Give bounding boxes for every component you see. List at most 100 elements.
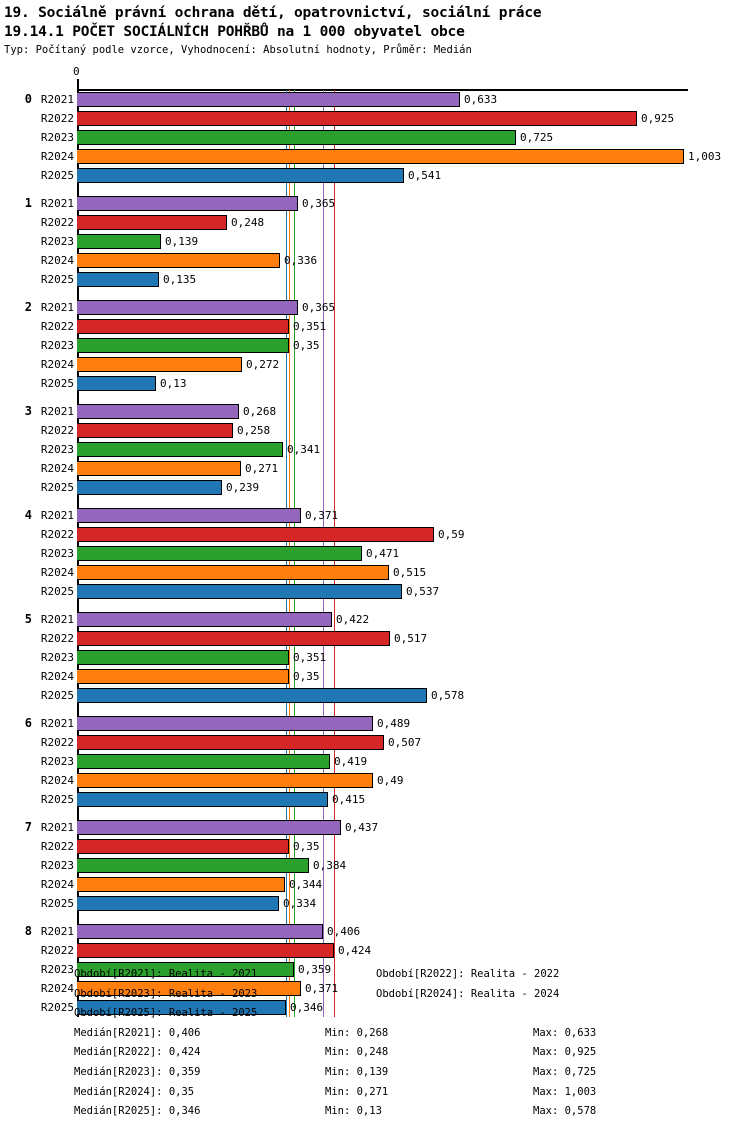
bar-row[interactable]: R2021 0,422 (0, 610, 750, 629)
bar-row[interactable]: R2022 0,517 (0, 629, 750, 648)
bar-row[interactable]: R2023 0,139 (0, 232, 750, 251)
bar-row[interactable]: R2022 0,35 (0, 837, 750, 856)
bar-row[interactable]: R2021 0,406 (0, 922, 750, 941)
bar-r2024[interactable] (77, 149, 684, 164)
stat-median: Medián[R2022]: 0,424 (74, 1046, 201, 1059)
bar-r2023[interactable] (77, 962, 294, 977)
bar-row[interactable]: R2024 0,371 (0, 979, 750, 998)
bar-row[interactable]: R2023 0,471 (0, 544, 750, 563)
bar-value-label: 0,633 (464, 93, 498, 106)
bar-r2025[interactable] (77, 792, 328, 807)
bar-r2022[interactable] (77, 423, 233, 438)
bar-row[interactable]: R2024 0,271 (0, 459, 750, 478)
bar-row[interactable]: R2024 0,336 (0, 251, 750, 270)
bar-r2022[interactable] (77, 631, 390, 646)
row-label-r2024: R2024 (40, 670, 74, 683)
bar-row[interactable]: R2024 0,272 (0, 355, 750, 374)
bar-r2021[interactable] (77, 92, 460, 107)
bar-row[interactable]: R2025 0,334 (0, 894, 750, 913)
bar-r2022[interactable] (77, 839, 289, 854)
bar-value-label: 0,341 (287, 443, 321, 456)
bar-row[interactable]: R2021 0,437 (0, 818, 750, 837)
bar-r2024[interactable] (77, 877, 285, 892)
bar-r2023[interactable] (77, 234, 161, 249)
bar-r2024[interactable] (77, 253, 280, 268)
bar-row[interactable]: R2021 0,365 (0, 194, 750, 213)
bar-r2023[interactable] (77, 338, 289, 353)
bar-r2021[interactable] (77, 820, 341, 835)
bar-row[interactable]: R2025 0,346 (0, 998, 750, 1017)
bar-row[interactable]: R2021 0,371 (0, 506, 750, 525)
bar-r2025[interactable] (77, 168, 404, 183)
chart-meta-line: Typ: Počítaný podle vzorce, Vyhodnocení:… (4, 44, 472, 56)
bar-r2022[interactable] (77, 735, 384, 750)
row-label-r2025: R2025 (40, 273, 74, 286)
bar-r2024[interactable] (77, 773, 373, 788)
bar-r2022[interactable] (77, 215, 227, 230)
bar-row[interactable]: R2024 0,515 (0, 563, 750, 582)
bar-row[interactable]: R2023 0,419 (0, 752, 750, 771)
bar-value-label: 0,422 (336, 613, 370, 626)
bar-row[interactable]: R2023 0,35 (0, 336, 750, 355)
bar-r2023[interactable] (77, 442, 283, 457)
bar-r2023[interactable] (77, 858, 309, 873)
bar-r2024[interactable] (77, 461, 241, 476)
bar-row[interactable]: R2023 0,725 (0, 128, 750, 147)
bar-r2025[interactable] (77, 272, 159, 287)
bar-row[interactable]: R2021 0,268 (0, 402, 750, 421)
bar-row[interactable]: R2021 0,489 (0, 714, 750, 733)
bar-r2021[interactable] (77, 300, 298, 315)
bar-r2024[interactable] (77, 669, 289, 684)
bar-value-label: 0,537 (406, 585, 440, 598)
bar-r2024[interactable] (77, 565, 389, 580)
bar-r2022[interactable] (77, 111, 637, 126)
bar-value-label: 0,344 (289, 878, 323, 891)
bar-r2023[interactable] (77, 130, 516, 145)
bar-r2022[interactable] (77, 943, 334, 958)
bar-row[interactable]: R2025 0,13 (0, 374, 750, 393)
bar-value-label: 0,365 (302, 197, 336, 210)
bar-row[interactable]: R2024 0,35 (0, 667, 750, 686)
bar-r2021[interactable] (77, 716, 373, 731)
bar-r2025[interactable] (77, 376, 156, 391)
bar-row[interactable]: R2025 0,239 (0, 478, 750, 497)
bar-row[interactable]: R2021 0,365 (0, 298, 750, 317)
bar-row[interactable]: R2024 0,344 (0, 875, 750, 894)
bar-row[interactable]: R2022 0,424 (0, 941, 750, 960)
bar-r2021[interactable] (77, 404, 239, 419)
bar-row[interactable]: R2025 0,578 (0, 686, 750, 705)
bar-row[interactable]: R2025 0,135 (0, 270, 750, 289)
bar-row[interactable]: R2025 0,415 (0, 790, 750, 809)
bar-r2024[interactable] (77, 357, 242, 372)
bar-r2021[interactable] (77, 196, 298, 211)
bar-r2021[interactable] (77, 612, 332, 627)
bar-row[interactable]: R2022 0,925 (0, 109, 750, 128)
bar-r2022[interactable] (77, 319, 289, 334)
bar-row[interactable]: R2021 0,633 (0, 90, 750, 109)
bar-r2025[interactable] (77, 896, 279, 911)
bar-row[interactable]: R2022 0,248 (0, 213, 750, 232)
bar-r2025[interactable] (77, 688, 427, 703)
bar-row[interactable]: R2022 0,351 (0, 317, 750, 336)
bar-row[interactable]: R2024 0,49 (0, 771, 750, 790)
bar-row[interactable]: R2022 0,258 (0, 421, 750, 440)
bar-row[interactable]: R2023 0,359 (0, 960, 750, 979)
bar-r2025[interactable] (77, 1000, 286, 1015)
bar-r2023[interactable] (77, 650, 289, 665)
bar-r2021[interactable] (77, 508, 301, 523)
bar-row[interactable]: R2023 0,351 (0, 648, 750, 667)
bar-row[interactable]: R2023 0,341 (0, 440, 750, 459)
bar-r2025[interactable] (77, 480, 222, 495)
bar-r2023[interactable] (77, 754, 330, 769)
bar-row[interactable]: R2022 0,59 (0, 525, 750, 544)
bar-r2023[interactable] (77, 546, 362, 561)
bar-row[interactable]: R2023 0,384 (0, 856, 750, 875)
bar-row[interactable]: R2022 0,507 (0, 733, 750, 752)
bar-r2021[interactable] (77, 924, 323, 939)
bar-r2024[interactable] (77, 981, 301, 996)
bar-row[interactable]: R2025 0,541 (0, 166, 750, 185)
bar-r2025[interactable] (77, 584, 402, 599)
bar-row[interactable]: R2024 1,003 (0, 147, 750, 166)
bar-row[interactable]: R2025 0,537 (0, 582, 750, 601)
bar-r2022[interactable] (77, 527, 434, 542)
